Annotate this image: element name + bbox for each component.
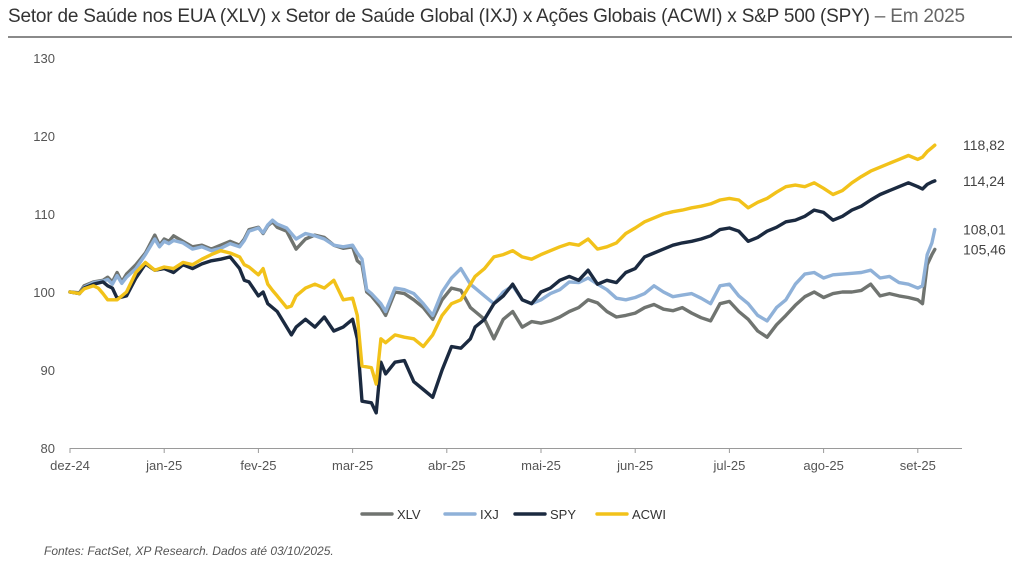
x-tick-label: mar-25 <box>332 458 373 473</box>
y-tick-label: 120 <box>33 129 55 144</box>
x-tick-label: mai-25 <box>521 458 561 473</box>
series-line-xlv <box>68 220 937 341</box>
legend-label-acwi: ACWI <box>632 507 666 522</box>
title-divider <box>8 36 1012 38</box>
series-line-ixj <box>68 218 937 323</box>
legend-label-xlv: XLV <box>397 507 421 522</box>
chart-title: Setor de Saúde nos EUA (XLV) x Setor de … <box>8 6 1012 28</box>
source-footnote: Fontes: FactSet, XP Research. Dados até … <box>44 544 334 558</box>
y-tick-label: 110 <box>34 207 55 222</box>
x-tick-label: abr-25 <box>428 458 466 473</box>
end-label-acwi: 118,82 <box>963 137 1005 153</box>
chart-title-sub: – Em 2025 <box>869 6 965 27</box>
legend-label-spy: SPY <box>550 507 576 522</box>
x-tick-label: dez-24 <box>50 458 90 473</box>
end-label-ixj: 108,01 <box>963 222 1006 238</box>
y-tick-label: 80 <box>41 441 55 456</box>
series-line-acwi <box>68 143 937 386</box>
y-tick-label: 100 <box>33 285 55 300</box>
y-tick-label: 130 <box>33 51 55 66</box>
y-tick-label: 90 <box>41 363 55 378</box>
x-tick-label: jan-25 <box>145 458 182 473</box>
legend-label-ixj: IXJ <box>480 507 499 522</box>
series-line-spy <box>68 179 937 415</box>
x-tick-label: jun-25 <box>616 458 653 473</box>
x-tick-label: ago-25 <box>803 458 843 473</box>
x-tick-label: fev-25 <box>240 458 276 473</box>
end-label-spy: 114,24 <box>963 173 1005 189</box>
x-tick-label: jul-25 <box>713 458 746 473</box>
end-label-xlv: 105,46 <box>963 241 1006 257</box>
x-tick-label: set-25 <box>900 458 936 473</box>
chart-title-main: Setor de Saúde nos EUA (XLV) x Setor de … <box>8 6 870 27</box>
